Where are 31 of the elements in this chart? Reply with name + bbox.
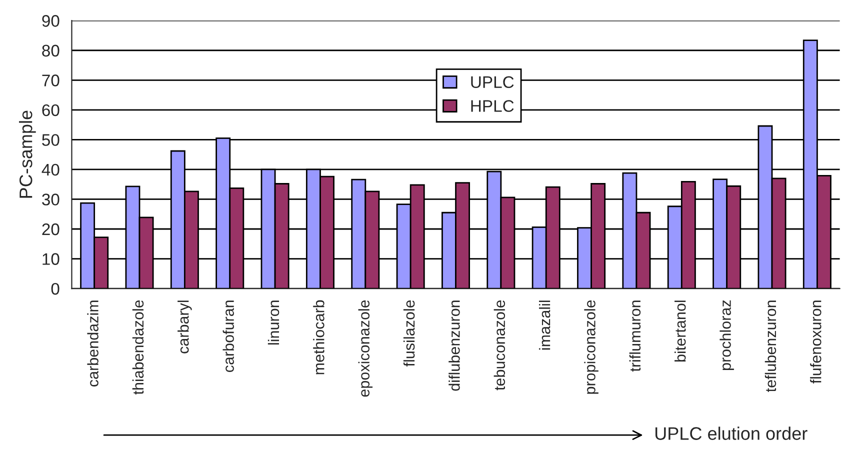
y-tick-label: 20 — [42, 223, 60, 236]
text: UPLC elution order — [655, 426, 808, 440]
legend-label: HPLC — [471, 100, 514, 112]
x-tick-label: propiconazole — [584, 300, 598, 394]
x-tick-label: imazalil — [538, 300, 550, 350]
x-tick-label: carbendazim — [87, 300, 98, 386]
x-tick-label: linuron — [268, 300, 280, 344]
x-tick-label: teflubenzuron — [764, 300, 776, 392]
x-tick-label: flufenoxuron — [810, 300, 822, 384]
x-tick-label: tebuconazole — [494, 300, 506, 390]
x-tick-label: methiocarb — [313, 300, 324, 374]
x-tick-label: prochloraz — [720, 300, 734, 370]
legend-label: UPLC — [471, 76, 514, 88]
x-tick-label: flusilazole — [403, 300, 415, 367]
y-tick-label: 80 — [42, 44, 60, 57]
y-tick-label: 70 — [42, 74, 60, 86]
y-axis-title: PC-sample — [19, 110, 36, 198]
y-tick-label: 40 — [42, 164, 60, 176]
y-tick-label: 10 — [42, 253, 60, 265]
x-tick-label: bitertanol — [674, 300, 686, 362]
y-tick-label: 50 — [42, 134, 60, 146]
y-tick-label: 0 — [51, 282, 60, 295]
y-tick-label: 60 — [42, 104, 60, 116]
y-tick-label: 30 — [42, 194, 60, 206]
x-tick-label: thiabendazole — [132, 300, 144, 395]
x-tick-label: triflumuron — [629, 300, 641, 372]
x-tick-label: carbofuran — [222, 300, 234, 372]
x-tick-label: carbaryl — [178, 300, 192, 354]
x-tick-label: diflubenzuron — [448, 300, 460, 391]
y-tick-label: 90 — [42, 15, 60, 27]
x-tick-label: epoxiconazole — [358, 300, 373, 397]
